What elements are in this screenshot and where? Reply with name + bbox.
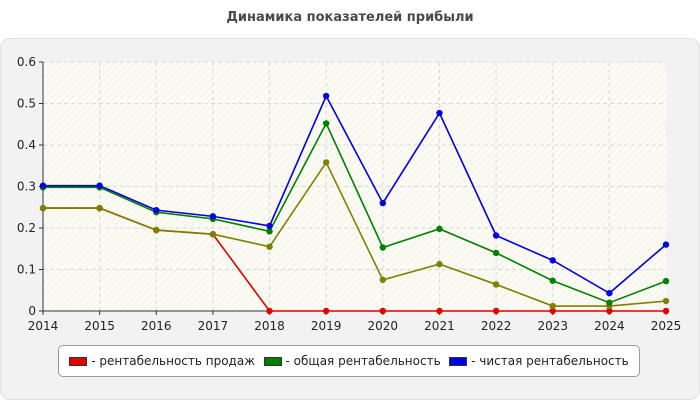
- data-point-series-0: [549, 307, 556, 315]
- series-lines: [43, 94, 667, 312]
- y-tick-label: 0.4: [17, 138, 36, 152]
- data-point-series-1: [96, 204, 103, 212]
- data-point-series-3: [379, 199, 387, 207]
- x-tick-label: 2020: [368, 319, 399, 333]
- legend-label: - общая рентабельность: [285, 354, 441, 368]
- data-point-series-2: [492, 249, 500, 257]
- data-point-series-0: [379, 307, 387, 315]
- x-tick-label: 2016: [141, 319, 172, 333]
- data-point-series-1: [266, 243, 273, 250]
- data-point-series-2: [549, 277, 556, 284]
- data-point-series-1: [322, 159, 330, 166]
- data-point-series-3: [266, 222, 273, 230]
- data-point-series-3: [209, 213, 217, 220]
- data-point-series-0: [606, 307, 613, 315]
- data-point-series-3: [662, 241, 670, 248]
- data-point-series-1: [492, 281, 500, 288]
- grid: [43, 61, 666, 311]
- legend-item: - чистая рентабельность: [449, 354, 629, 368]
- data-point-series-3: [322, 92, 330, 100]
- x-tick-label: 2023: [537, 319, 568, 333]
- y-tick-label: 0: [28, 304, 36, 318]
- data-point-series-1: [39, 204, 47, 212]
- data-point-series-3: [549, 257, 556, 264]
- x-tick-label: 2018: [254, 319, 285, 333]
- legend-swatch: [263, 356, 282, 366]
- data-point-series-1: [549, 302, 556, 310]
- data-point-series-0: [492, 307, 500, 315]
- data-point-series-3: [606, 289, 613, 297]
- legend-label: - рентабельность продаж: [91, 354, 256, 368]
- y-tick-label: 0.6: [17, 55, 36, 69]
- data-point-series-3: [39, 182, 47, 189]
- legend-label: - чистая рентабельность: [471, 354, 629, 368]
- data-point-series-1: [153, 226, 160, 234]
- data-point-series-2: [662, 277, 670, 285]
- y-tick-label: 0.2: [17, 221, 36, 235]
- data-point-series-1: [209, 231, 217, 238]
- x-tick-label: 2014: [28, 319, 59, 333]
- series-line-1: [43, 160, 667, 307]
- data-point-series-2: [266, 228, 273, 235]
- series-line-3: [43, 94, 667, 295]
- legend-item: - рентабельность продаж: [69, 354, 255, 368]
- chart-title: Динамика показателей прибыли: [226, 10, 474, 25]
- data-point-series-0: [266, 307, 273, 315]
- series-line-2: [43, 121, 667, 304]
- data-point-series-0: [662, 307, 670, 315]
- data-point-series-3: [436, 109, 443, 117]
- data-point-series-2: [606, 299, 613, 306]
- legend-item: - общая рентабельность: [263, 354, 441, 368]
- x-tick-label: 2025: [651, 319, 682, 333]
- legend-swatch: [449, 356, 468, 366]
- data-point-series-2: [436, 225, 443, 233]
- x-tick-label: 2019: [311, 319, 342, 333]
- data-point-series-3: [96, 182, 103, 189]
- data-point-series-1: [436, 260, 443, 268]
- x-tick-label: 2022: [481, 319, 512, 333]
- data-point-series-0: [436, 307, 443, 315]
- data-point-series-0: [322, 307, 330, 315]
- legend: - рентабельность продаж - общая рентабель…: [58, 345, 640, 377]
- x-tick-label: 2021: [424, 319, 455, 333]
- data-point-series-1: [379, 276, 387, 284]
- legend-swatch: [69, 356, 88, 366]
- data-point-series-2: [379, 244, 387, 251]
- data-point-series-2: [322, 120, 330, 127]
- data-point-series-3: [153, 206, 160, 214]
- y-tick-label: 0.5: [17, 97, 36, 111]
- data-point-series-1: [662, 297, 670, 305]
- x-tick-label: 2024: [594, 319, 625, 333]
- x-tick-label: 2015: [84, 319, 115, 333]
- y-tick-label: 0.1: [17, 263, 36, 277]
- data-point-series-3: [492, 232, 500, 239]
- y-tick-label: 0.3: [17, 180, 36, 194]
- series-points: [39, 92, 670, 315]
- x-tick-label: 2017: [198, 319, 229, 333]
